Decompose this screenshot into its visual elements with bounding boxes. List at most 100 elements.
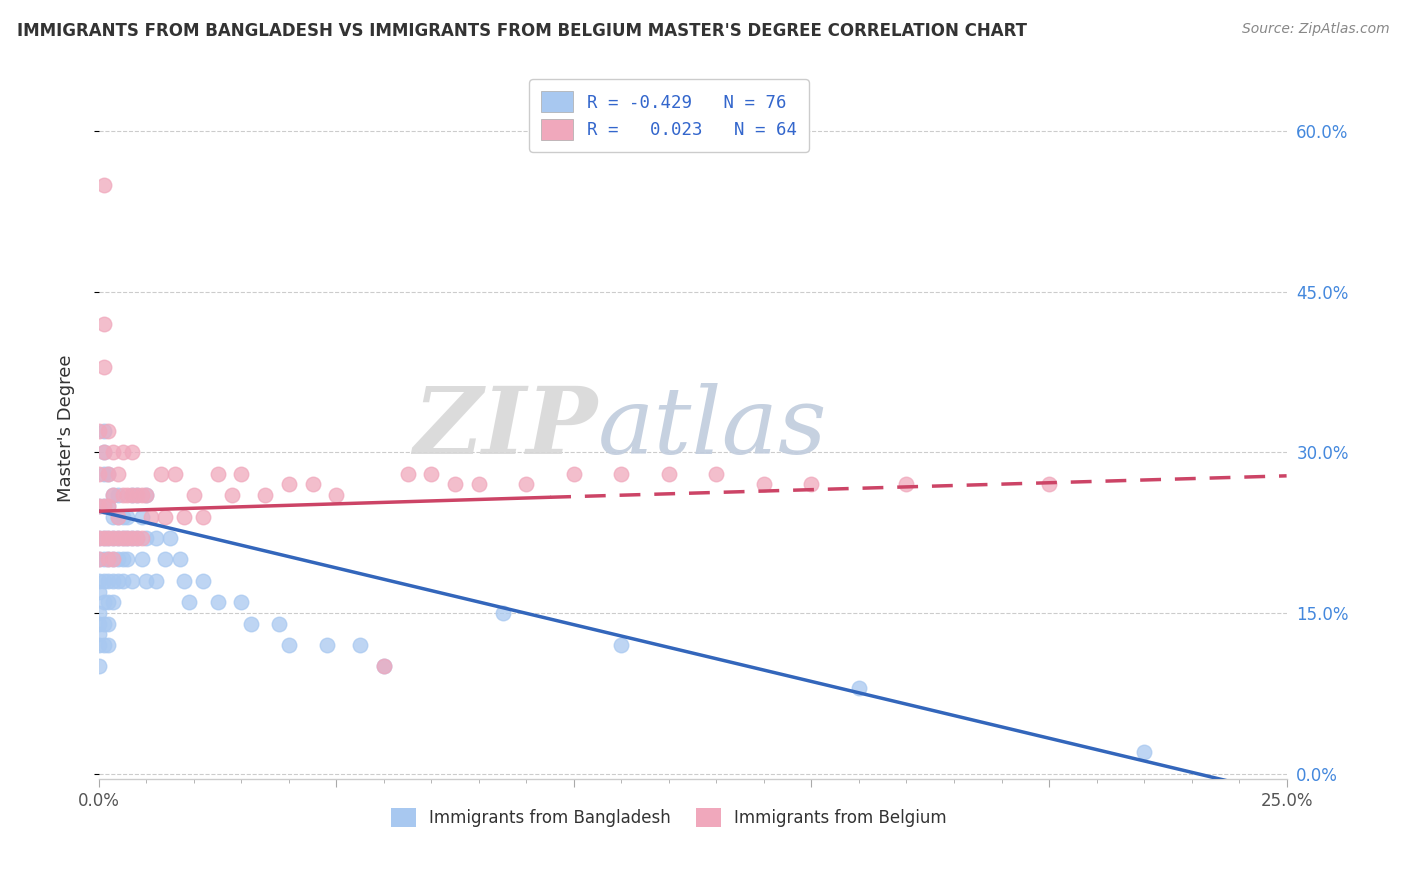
- Point: [139, 509, 162, 524]
- Point: [101, 595, 124, 609]
- Point: [97, 531, 120, 545]
- Point: [107, 574, 129, 588]
- Point: [97, 552, 120, 566]
- Point: [111, 552, 134, 566]
- Point: [97, 595, 120, 609]
- Point: [87, 499, 110, 513]
- Point: [87, 467, 110, 481]
- Point: [87, 584, 110, 599]
- Point: [159, 531, 181, 545]
- Point: [610, 467, 633, 481]
- Point: [101, 445, 124, 459]
- Point: [125, 531, 148, 545]
- Point: [131, 488, 153, 502]
- Point: [121, 574, 143, 588]
- Point: [183, 488, 205, 502]
- Y-axis label: Master's Degree: Master's Degree: [58, 354, 75, 502]
- Point: [87, 638, 110, 652]
- Point: [93, 359, 115, 374]
- Point: [135, 488, 157, 502]
- Point: [173, 509, 195, 524]
- Text: ZIP: ZIP: [413, 384, 598, 473]
- Point: [111, 531, 134, 545]
- Point: [121, 445, 143, 459]
- Point: [87, 659, 110, 673]
- Point: [111, 531, 134, 545]
- Point: [231, 467, 253, 481]
- Point: [315, 638, 337, 652]
- Point: [87, 552, 110, 566]
- Point: [277, 477, 299, 491]
- Point: [444, 477, 467, 491]
- Point: [373, 659, 395, 673]
- Point: [610, 638, 633, 652]
- Point: [87, 606, 110, 620]
- Point: [101, 531, 124, 545]
- Point: [121, 531, 143, 545]
- Point: [87, 616, 110, 631]
- Point: [107, 467, 129, 481]
- Point: [101, 509, 124, 524]
- Point: [135, 488, 157, 502]
- Point: [87, 552, 110, 566]
- Point: [155, 509, 177, 524]
- Point: [658, 467, 681, 481]
- Point: [87, 499, 110, 513]
- Point: [97, 467, 120, 481]
- Point: [107, 552, 129, 566]
- Point: [848, 681, 870, 695]
- Point: [121, 488, 143, 502]
- Text: IMMIGRANTS FROM BANGLADESH VS IMMIGRANTS FROM BELGIUM MASTER'S DEGREE CORRELATIO: IMMIGRANTS FROM BANGLADESH VS IMMIGRANTS…: [17, 22, 1026, 40]
- Point: [97, 552, 120, 566]
- Point: [131, 552, 153, 566]
- Point: [117, 509, 139, 524]
- Point: [107, 531, 129, 545]
- Point: [117, 531, 139, 545]
- Point: [706, 467, 728, 481]
- Point: [207, 595, 229, 609]
- Point: [107, 488, 129, 502]
- Point: [177, 595, 200, 609]
- Point: [562, 467, 585, 481]
- Point: [93, 638, 115, 652]
- Point: [87, 531, 110, 545]
- Point: [254, 488, 277, 502]
- Point: [149, 467, 172, 481]
- Point: [221, 488, 243, 502]
- Point: [169, 552, 191, 566]
- Point: [277, 638, 299, 652]
- Point: [193, 509, 215, 524]
- Point: [107, 531, 129, 545]
- Point: [420, 467, 443, 481]
- Point: [87, 627, 110, 641]
- Point: [301, 477, 323, 491]
- Point: [97, 499, 120, 513]
- Point: [97, 424, 120, 438]
- Point: [269, 616, 291, 631]
- Point: [93, 552, 115, 566]
- Point: [155, 552, 177, 566]
- Point: [121, 488, 143, 502]
- Point: [373, 659, 395, 673]
- Point: [1038, 477, 1060, 491]
- Point: [87, 574, 110, 588]
- Point: [231, 595, 253, 609]
- Point: [93, 445, 115, 459]
- Point: [93, 574, 115, 588]
- Point: [173, 574, 195, 588]
- Point: [97, 616, 120, 631]
- Point: [101, 488, 124, 502]
- Point: [101, 531, 124, 545]
- Point: [107, 509, 129, 524]
- Point: [349, 638, 371, 652]
- Point: [87, 424, 110, 438]
- Point: [492, 606, 515, 620]
- Point: [131, 531, 153, 545]
- Point: [111, 488, 134, 502]
- Point: [193, 574, 215, 588]
- Point: [93, 317, 115, 331]
- Point: [93, 595, 115, 609]
- Point: [131, 509, 153, 524]
- Point: [107, 509, 129, 524]
- Point: [752, 477, 775, 491]
